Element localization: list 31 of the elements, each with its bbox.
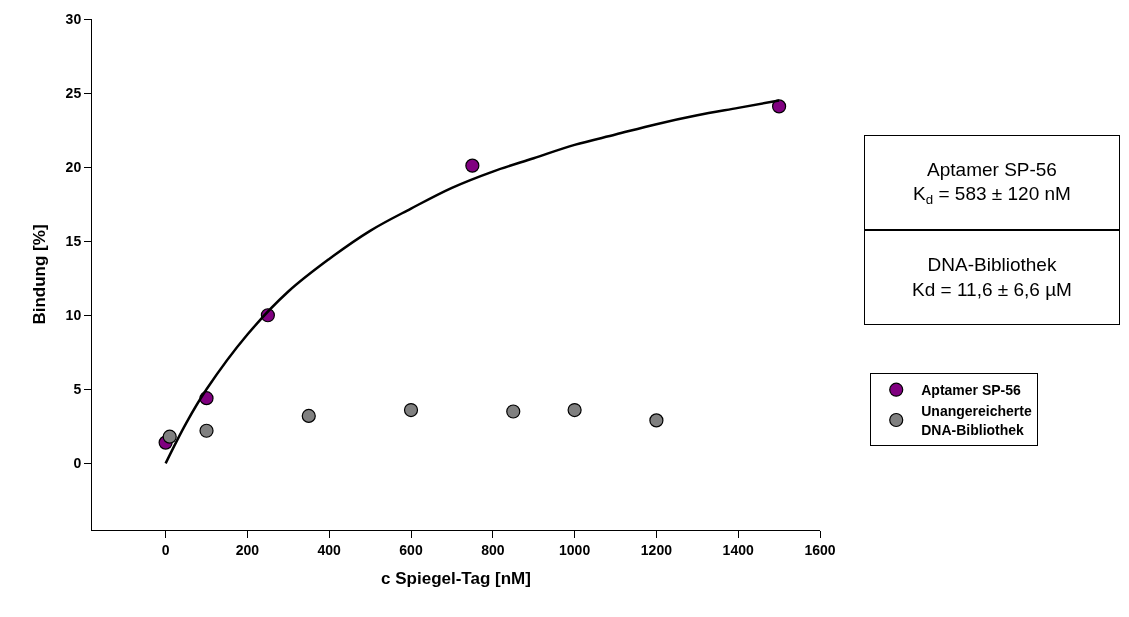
x-axis-title: c Spiegel-Tag [nM] bbox=[381, 569, 531, 589]
point bbox=[649, 413, 664, 428]
x-tick-label: 400 bbox=[317, 541, 342, 558]
x-tick-label: 600 bbox=[399, 541, 423, 558]
text: Aptamer SP-56 K$_{d}$ = 583 ± 120 nM bbox=[913, 158, 1071, 208]
y-tick-label: 30 bbox=[65, 10, 82, 27]
point bbox=[162, 429, 177, 444]
x-tick-label: 1000 bbox=[559, 541, 591, 558]
x-tick-label: 800 bbox=[481, 541, 505, 558]
point bbox=[403, 402, 419, 418]
y-tick-label: 25 bbox=[65, 84, 82, 101]
x-tick-label: 0 bbox=[161, 541, 170, 558]
point bbox=[567, 402, 582, 418]
x-tick-label: 1200 bbox=[640, 541, 673, 558]
y-tick-label: 0 bbox=[73, 455, 82, 472]
y-tick-label: 15 bbox=[65, 233, 82, 250]
y-tick-label: 5 bbox=[73, 381, 82, 398]
y-tick-label: 20 bbox=[65, 159, 82, 176]
x-tick-label: 1600 bbox=[804, 541, 836, 558]
x-tick-label: 200 bbox=[235, 541, 260, 558]
y-tick-label: 10 bbox=[65, 307, 82, 324]
point bbox=[301, 408, 316, 424]
point bbox=[506, 404, 521, 419]
legend-label: Unangereicherte DNA-Bibliothek bbox=[921, 403, 1032, 438]
point bbox=[199, 423, 214, 438]
point bbox=[772, 99, 787, 114]
y-axis-title: Bindung [%] bbox=[30, 224, 50, 325]
text: DNA-Bibliothek Kd = 11,6 ± 6,6 µM bbox=[912, 254, 1072, 300]
x-tick-label: 1400 bbox=[722, 541, 754, 558]
point bbox=[465, 158, 480, 173]
legend-label: Aptamer SP-56 bbox=[921, 382, 1022, 399]
